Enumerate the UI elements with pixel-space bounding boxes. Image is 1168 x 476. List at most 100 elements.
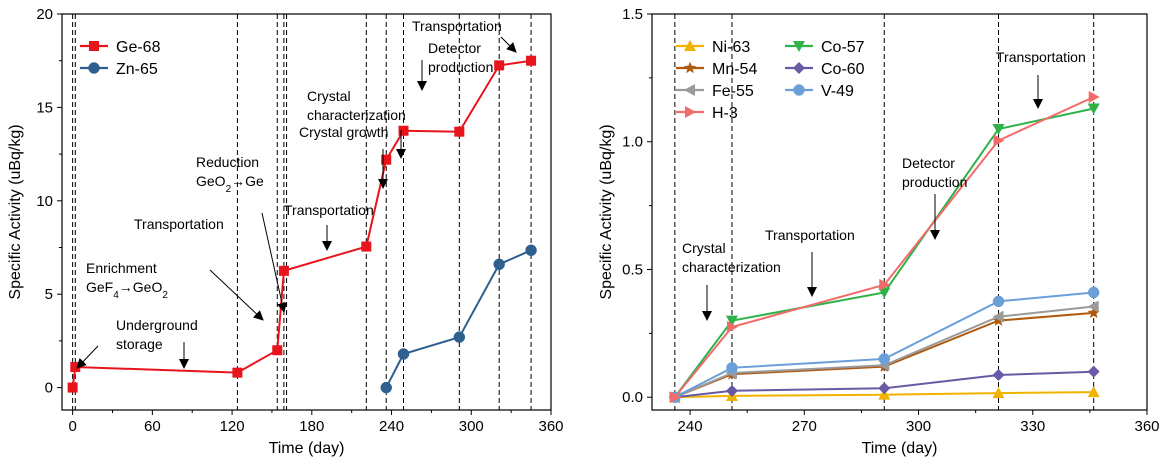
legend-item: Fe-55 [676, 83, 754, 100]
x-tick-label: 330 [1020, 418, 1045, 435]
legend-item: H-3 [676, 105, 738, 122]
series-zn-65 [380, 244, 537, 394]
annotation-arrow [261, 212, 287, 313]
legend-item: Co-60 [785, 61, 865, 78]
annotation-label: Crystal growth [299, 124, 388, 140]
legend-swatch-marker [684, 84, 695, 96]
y-axis: 0.0 0.5 1.0 1.5 [622, 6, 652, 406]
annotation-label: Transportation [412, 18, 502, 34]
legend-label: Ni-63 [712, 39, 750, 56]
data-point [361, 241, 372, 252]
annotation-label: Reduction GeO2→Ge [196, 154, 264, 195]
legend-swatch-marker [793, 41, 805, 52]
y-tick-label: 20 [36, 6, 53, 23]
annotation-label: Transportation [134, 216, 224, 232]
x-tick-label: 300 [459, 418, 484, 435]
data-point [381, 154, 392, 165]
data-point [1087, 386, 1100, 398]
data-point [525, 244, 537, 257]
data-point [453, 331, 466, 343]
annotation-label: Crystal characterization [682, 240, 781, 275]
legend-label: Co-60 [821, 61, 865, 78]
plot-frame [61, 13, 552, 411]
legend: Ge-68 Zn-65 [80, 39, 161, 78]
x-tick-label: 180 [299, 418, 324, 435]
annotation-arrow [76, 345, 99, 369]
data-point [67, 382, 78, 393]
legend-item: Co-57 [785, 39, 865, 56]
series-h-3 [669, 91, 1100, 404]
data-point [992, 295, 1005, 308]
series-line [385, 249, 532, 389]
data-point [1088, 91, 1100, 104]
x-axis: 0 60 120 180 240 300 360 [68, 410, 564, 435]
annotation-label: Transportation [765, 227, 855, 243]
y-tick-label: 15 [36, 99, 53, 116]
data-point [272, 345, 283, 356]
x-tick-label: 120 [220, 418, 245, 435]
data-point [992, 310, 1004, 323]
y-axis: 0 5 10 15 20 [36, 6, 62, 397]
legend-swatch-marker [793, 84, 805, 96]
annotation-label: Crystal characterization [307, 88, 406, 123]
data-point [878, 353, 891, 365]
legend-item: Ge-68 [80, 39, 161, 56]
data-point [725, 315, 738, 327]
data-point [526, 55, 537, 66]
annotation-label: Transportation [996, 49, 1086, 65]
data-point [494, 60, 505, 71]
y-tick-label: 10 [36, 193, 53, 210]
y-tick-label: 1.5 [622, 6, 643, 23]
y-axis-label: Specific Activity (uBq/kg) [598, 124, 615, 299]
data-point [232, 367, 243, 378]
right-chart-panel: 240 270 300 330 360 0.0 0.5 1.0 1.5 Time (day) Spe… [598, 6, 1160, 457]
legend-swatch-marker [793, 62, 805, 74]
y-tick-label: 5 [45, 286, 53, 303]
annotation-label: Transportation [284, 202, 374, 218]
data-point [1087, 365, 1100, 378]
legend-item: Ni-63 [676, 39, 750, 56]
data-point [398, 125, 409, 136]
data-point [725, 384, 738, 397]
legend-swatch-marker [684, 40, 696, 51]
annotation-label: Enrichment GeF4→GeO2 [86, 260, 168, 301]
y-axis-label: Specific Activity (uBq/kg) [7, 124, 24, 299]
legend-item: V-49 [785, 83, 854, 100]
x-tick-label: 300 [906, 418, 931, 435]
annotation-arrow [209, 269, 264, 321]
legend-swatch-marker [89, 41, 99, 51]
x-axis-label: Time (day) [862, 440, 938, 457]
data-point [992, 123, 1005, 135]
legend-label: Fe-55 [712, 83, 754, 100]
annotation-label: Underground storage [116, 317, 198, 352]
legend-label: Ge-68 [116, 39, 161, 56]
x-tick-label: 0 [68, 418, 76, 435]
annotation-label: Detector production [902, 155, 967, 190]
legend-item: Mn-54 [676, 61, 757, 78]
series-ge-68 [67, 55, 537, 393]
data-point [1087, 286, 1100, 299]
data-point [726, 362, 738, 374]
x-tick-label: 360 [538, 418, 563, 435]
data-point [493, 258, 505, 271]
data-point [879, 278, 891, 291]
y-tick-label: 0.5 [622, 261, 643, 278]
y-tick-label: 0.0 [622, 389, 643, 406]
data-point [278, 265, 289, 276]
data-point [1087, 103, 1100, 115]
legend-swatch-marker [683, 61, 697, 74]
legend-label: H-3 [712, 105, 738, 122]
legend: Ni-63 Co-57 Mn-54 Co-60 Fe-55 V-49 H-3 [676, 39, 865, 122]
data-point [992, 387, 1005, 399]
x-axis: 240 270 300 330 360 [678, 410, 1160, 435]
plot-frame [651, 13, 1148, 411]
data-point [70, 362, 81, 373]
legend-label: Zn-65 [116, 61, 158, 78]
legend-swatch-marker [685, 106, 696, 118]
legend-label: V-49 [821, 83, 854, 100]
legend-swatch-marker [88, 62, 100, 74]
data-point [1087, 306, 1100, 319]
legend-label: Co-57 [821, 39, 865, 56]
data-point [454, 126, 465, 137]
